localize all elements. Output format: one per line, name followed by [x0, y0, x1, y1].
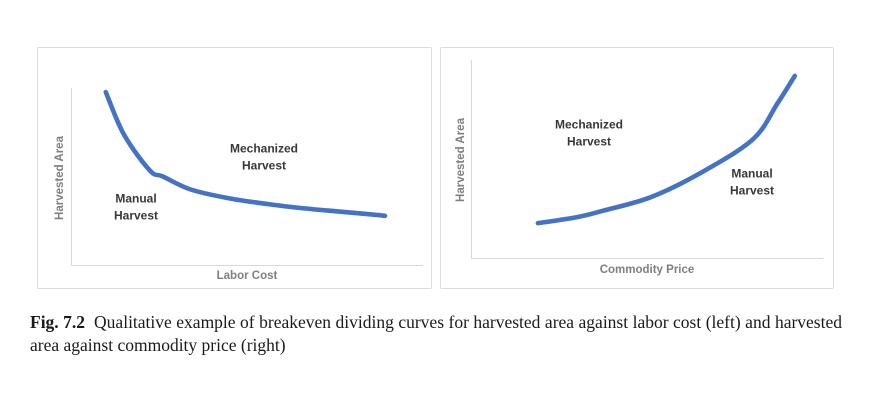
region-label-mechanized-harvest: Mechanized Harvest	[229, 141, 299, 173]
figure-caption-label: Fig. 7.2	[30, 312, 86, 332]
plot-axes	[71, 88, 423, 266]
curve-path	[535, 73, 798, 226]
region-label-manual-harvest: Manual Harvest	[729, 166, 775, 198]
figure-caption: Fig. 7.2 Qualitative example of breakeven…	[30, 311, 842, 356]
region-label-manual-harvest: Manual Harvest	[113, 191, 159, 223]
figure-caption-text: Qualitative example of breakeven dividin…	[30, 312, 842, 355]
y-axis-title: Harvested Area	[54, 136, 66, 220]
region-label-mechanized-harvest: Mechanized Harvest	[554, 117, 624, 149]
breakeven-curve-commodity-price	[535, 73, 798, 226]
breakeven-curve-labor-cost	[103, 89, 388, 219]
x-axis-title: Labor Cost	[216, 270, 278, 282]
plot-axes	[471, 60, 823, 259]
chart-panel-commodity-price: Harvested Area Commodity Price Mechanize…	[440, 47, 834, 289]
y-axis-title: Harvested Area	[455, 118, 467, 202]
curve-path	[103, 89, 388, 219]
chart-panel-labor-cost: Harvested Area Labor Cost Mechanized Har…	[37, 47, 432, 289]
x-axis-title: Commodity Price	[599, 264, 695, 276]
